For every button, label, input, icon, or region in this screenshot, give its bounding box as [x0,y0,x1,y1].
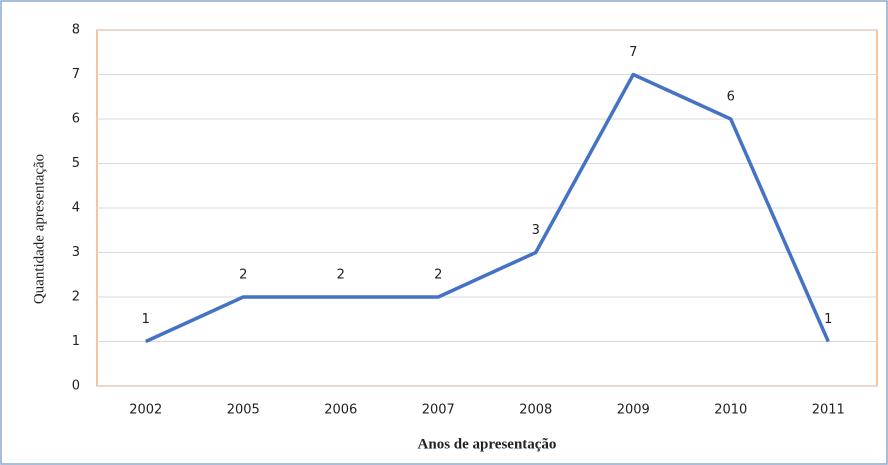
x-axis-title: Anos de apresentação [418,436,557,452]
x-tick-label: 2007 [422,403,455,418]
y-axis-title: Quantidade apresentação [31,154,47,304]
x-tick-label: 2002 [129,403,162,418]
data-label: 2 [337,268,345,283]
data-label: 1 [142,312,150,327]
data-label: 3 [532,223,540,238]
x-tick-label: 2006 [324,403,357,418]
x-tick-label: 2010 [714,403,747,418]
data-label: 6 [727,90,735,105]
data-label: 2 [434,268,442,283]
y-tick-label: 8 [72,23,80,38]
y-tick-label: 7 [72,67,80,82]
y-tick-label: 4 [72,201,80,216]
y-tick-label: 6 [72,112,80,127]
y-tick-label: 5 [72,156,80,171]
y-tick-label: 0 [72,379,80,394]
y-tick-label: 3 [72,245,80,260]
x-tick-label: 2008 [519,403,552,418]
x-tick-label: 2009 [617,403,650,418]
data-label: 1 [824,312,832,327]
y-tick-label: 1 [72,334,80,349]
y-tick-label: 2 [72,290,80,305]
x-tick-label: 2005 [227,403,260,418]
x-tick-label: 2011 [812,403,845,418]
data-label: 7 [629,45,637,60]
data-label: 2 [239,268,247,283]
data-line [145,72,830,344]
